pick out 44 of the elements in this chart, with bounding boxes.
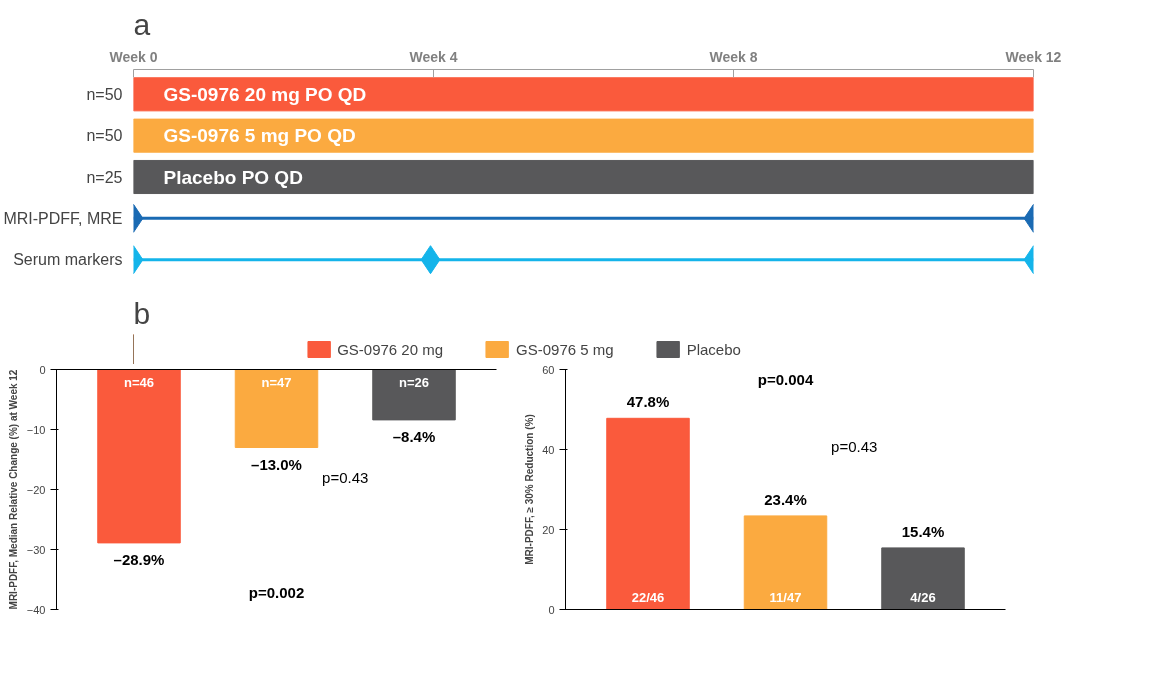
annotation: p=0.43	[831, 437, 878, 455]
y-tick-label: 60	[542, 363, 555, 376]
y-tick-label: 0	[548, 603, 555, 616]
text: 15.4%	[901, 522, 945, 540]
text: –28.9%	[113, 550, 165, 568]
category-label: n=46	[124, 374, 154, 390]
category-label: n=26	[399, 374, 429, 390]
category-label: 22/46	[631, 589, 665, 605]
text: 23.4%	[764, 490, 807, 508]
legend-label: GS-0976 20 mg	[337, 340, 444, 358]
text: 47.8%	[626, 393, 670, 411]
chart-title: a	[133, 7, 151, 41]
chart-title: b	[133, 296, 151, 330]
text: Week 4	[409, 48, 458, 65]
category-label: n=47	[261, 374, 292, 390]
y-axis-title: MRI-PDFF, Median Relative Change (%) at Week 12	[7, 369, 19, 610]
text: Week 0	[109, 48, 158, 65]
y-tick-label: −20	[26, 483, 46, 496]
y-tick-label: 40	[542, 443, 555, 456]
y-tick-label: n=50	[86, 127, 123, 145]
y-tick-label: 20	[542, 523, 555, 536]
text: –8.4%	[392, 427, 436, 445]
legend-label: GS-0976 5 mg	[516, 340, 614, 358]
series-label: Placebo PO QD	[163, 166, 303, 188]
y-tick-label: −30	[26, 543, 46, 556]
annotation: p=0.43	[322, 469, 369, 486]
y-tick-label: n=25	[86, 168, 123, 186]
y-tick-label: n=50	[86, 85, 123, 103]
text: Week 12	[1005, 48, 1062, 65]
legend-label: Placebo	[686, 340, 741, 358]
text: Week 8	[709, 48, 758, 65]
y-tick-label: Serum markers	[13, 251, 123, 269]
annotation: p=0.004	[757, 370, 814, 388]
category-label: 11/47	[769, 589, 802, 605]
y-tick-label: 0	[39, 363, 46, 376]
y-tick-label: −10	[26, 423, 46, 436]
y-tick-label: −40	[26, 603, 46, 616]
annotation: p=0.002	[248, 584, 305, 602]
y-axis-title: MRI-PDFF, ≥ 30% Reduction (%)	[523, 414, 535, 565]
text: –13.0%	[251, 455, 302, 473]
y-tick-label: MRI-PDFF, MRE	[3, 209, 123, 227]
series-label: GS-0976 20 mg PO QD	[163, 83, 367, 105]
series-label: GS-0976 5 mg PO QD	[163, 125, 356, 147]
category-label: 4/26	[910, 589, 936, 605]
